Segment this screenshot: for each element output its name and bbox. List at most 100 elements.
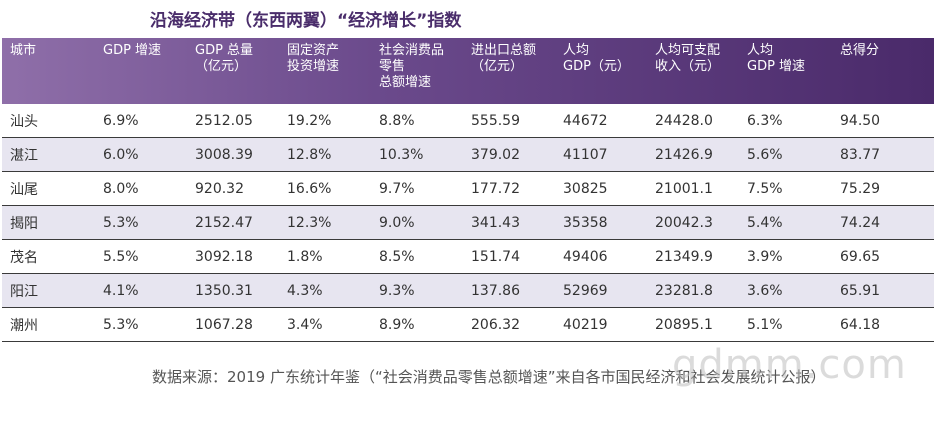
- table-cell: 9.3%: [379, 282, 415, 299]
- watermark: gdmm.com: [672, 342, 907, 388]
- source-note: 数据来源：2019 广东统计年鉴（“社会消费品零售总额增速”来自各市国民经济和社…: [152, 368, 826, 386]
- table-cell: 137.86: [471, 282, 520, 299]
- table-cell: 35358: [563, 214, 608, 231]
- header-cell-line: （亿元）: [195, 59, 248, 74]
- table-cell: 3008.39: [195, 146, 253, 163]
- table-cell: 49406: [563, 248, 608, 265]
- table-cell: 75.29: [840, 180, 881, 197]
- city-cell: 汕头: [10, 113, 38, 130]
- header-cell: GDP 总量 （亿元）: [187, 38, 279, 104]
- header-cell-line: 人均: [747, 43, 774, 58]
- table-cell: 52969: [563, 282, 608, 299]
- table-cell: 1.8%: [287, 248, 323, 265]
- table-cell: 4.1%: [103, 282, 139, 299]
- table-cell: 20895.1: [655, 316, 713, 333]
- header-cell-line: 投资增速: [287, 59, 340, 74]
- table-cell: 7.5%: [747, 180, 783, 197]
- table-cell: 4.3%: [287, 282, 323, 299]
- table-cell: 177.72: [471, 180, 520, 197]
- page-title: 沿海经济带（东西两翼）“经济增长”指数: [150, 11, 462, 31]
- table-cell: 44672: [563, 112, 608, 129]
- table-cell: 5.3%: [103, 214, 139, 231]
- city-cell: 阳江: [10, 283, 38, 300]
- header-cell-line: （亿元）: [471, 59, 524, 74]
- city-cell: 汕尾: [10, 181, 38, 198]
- table-cell: 24428.0: [655, 112, 713, 129]
- table-cell: 8.0%: [103, 180, 139, 197]
- table-cell: 20042.3: [655, 214, 713, 231]
- city-cell: 湛江: [10, 147, 38, 164]
- table-cell: 30825: [563, 180, 608, 197]
- header-cell-line: 城市: [10, 43, 37, 58]
- table-cell: 83.77: [840, 146, 881, 163]
- table-cell: 206.32: [471, 316, 520, 333]
- table-cell: 6.9%: [103, 112, 139, 129]
- table-cell: 1350.31: [195, 282, 253, 299]
- header-cell-line: 固定资产: [287, 43, 340, 58]
- data-table: 城市 GDP 增速 GDP 总量 （亿元） 固定资产 投资增速 社会消费品 零售 总额增速 进出口…: [2, 38, 934, 342]
- table-cell: 3092.18: [195, 248, 253, 265]
- table-cell: 10.3%: [379, 146, 424, 163]
- table-cell: 2152.47: [195, 214, 253, 231]
- table-cell: 12.3%: [287, 214, 332, 231]
- table-row: 湛江 6.0% 3008.39 12.8% 10.3% 379.02 41107 21426.…: [2, 138, 934, 172]
- table-cell: 3.9%: [747, 248, 783, 265]
- table-cell: 5.4%: [747, 214, 783, 231]
- table-cell: 69.65: [840, 248, 881, 265]
- table-cell: 1067.28: [195, 316, 253, 333]
- table-cell: 41107: [563, 146, 608, 163]
- header-cell-line: GDP 增速: [103, 43, 162, 58]
- table-cell: 21001.1: [655, 180, 713, 197]
- header-cell-line: 社会消费品: [379, 43, 445, 58]
- header-cell-line: 总额增速: [379, 75, 432, 90]
- table-cell: 23281.8: [655, 282, 713, 299]
- table-cell: 555.59: [471, 112, 520, 129]
- header-cell-line: 零售: [379, 59, 406, 74]
- table-cell: 3.6%: [747, 282, 783, 299]
- table-row: 潮州 5.3% 1067.28 3.4% 8.9% 206.32 40219 20895.1 5…: [2, 308, 934, 342]
- header-cell: 人均 GDP 增速: [739, 38, 832, 104]
- table-cell: 379.02: [471, 146, 520, 163]
- table-cell: 3.4%: [287, 316, 323, 333]
- table-cell: 6.3%: [747, 112, 783, 129]
- header-cell-line: GDP 增速: [747, 59, 806, 74]
- table-cell: 5.5%: [103, 248, 139, 265]
- table-cell: 920.32: [195, 180, 244, 197]
- table-cell: 12.8%: [287, 146, 332, 163]
- table-cell: 64.18: [840, 316, 881, 333]
- table-cell: 16.6%: [287, 180, 332, 197]
- table-cell: 8.5%: [379, 248, 415, 265]
- table-row: 汕头 6.9% 2512.05 19.2% 8.8% 555.59 44672 24428.0…: [2, 104, 934, 138]
- header-cell: 总得分: [832, 38, 934, 104]
- header-cell-line: 进出口总额: [471, 43, 537, 58]
- table-cell: 40219: [563, 316, 608, 333]
- table-cell: 5.6%: [747, 146, 783, 163]
- table-cell: 2512.05: [195, 112, 253, 129]
- table-body: 汕头 6.9% 2512.05 19.2% 8.8% 555.59 44672 24428.0…: [2, 104, 934, 342]
- header-cell: 社会消费品 零售 总额增速: [371, 38, 463, 104]
- header-cell-line: 人均: [563, 43, 590, 58]
- table-cell: 9.0%: [379, 214, 415, 231]
- header-cell: GDP 增速: [95, 38, 187, 104]
- city-cell: 揭阳: [10, 215, 38, 232]
- header-cell-line: 收入（元）: [655, 59, 721, 74]
- table-cell: 5.1%: [747, 316, 783, 333]
- table-cell: 341.43: [471, 214, 520, 231]
- table-cell: 21426.9: [655, 146, 713, 163]
- table-cell: 8.8%: [379, 112, 415, 129]
- table-header: 城市 GDP 增速 GDP 总量 （亿元） 固定资产 投资增速 社会消费品 零售 总额增速 进出口…: [2, 38, 934, 104]
- table-cell: 151.74: [471, 248, 520, 265]
- table-cell: 6.0%: [103, 146, 139, 163]
- table-cell: 74.24: [840, 214, 881, 231]
- table-row: 汕尾 8.0% 920.32 16.6% 9.7% 177.72 30825 21001.1 7…: [2, 172, 934, 206]
- table-cell: 5.3%: [103, 316, 139, 333]
- header-cell: 城市: [2, 38, 95, 104]
- table-cell: 19.2%: [287, 112, 332, 129]
- table-cell: 21349.9: [655, 248, 713, 265]
- table-cell: 94.50: [840, 112, 881, 129]
- header-cell-line: 人均可支配: [655, 43, 721, 58]
- table-row: 阳江 4.1% 1350.31 4.3% 9.3% 137.86 52969 23281.8 3…: [2, 274, 934, 308]
- header-cell: 人均可支配 收入（元）: [647, 38, 739, 104]
- table-row: 茂名 5.5% 3092.18 1.8% 8.5% 151.74 49406 21349.9 3…: [2, 240, 934, 274]
- header-cell-line: GDP（元）: [563, 59, 630, 74]
